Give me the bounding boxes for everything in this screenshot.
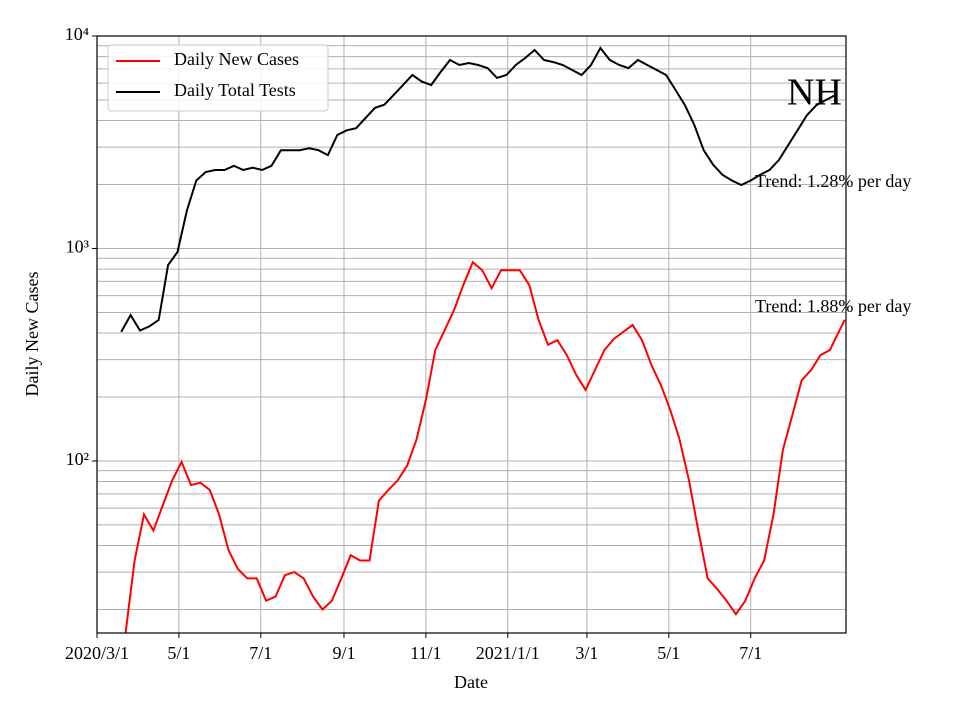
x-tick-label: 7/1 (249, 643, 272, 663)
legend-label: Daily Total Tests (174, 80, 296, 100)
data-line (124, 260, 846, 633)
legend-label: Daily New Cases (174, 49, 299, 69)
annotation: Trend: 1.28% per day (755, 171, 911, 191)
x-axis-label: Date (454, 672, 488, 692)
x-tick-label: 2021/1/1 (476, 643, 540, 663)
plot-area: NH (120, 46, 846, 633)
x-tick-label: 9/1 (332, 643, 355, 663)
plot-frame (96, 35, 847, 634)
x-tick-label: 5/1 (657, 643, 680, 663)
legend-box (107, 44, 329, 112)
x-tick-label: 7/1 (739, 643, 762, 663)
data-line (120, 46, 836, 333)
y-tick-label: 10³ (66, 237, 90, 257)
x-tick-label: 2020/3/1 (65, 643, 129, 663)
y-tick-label: 10² (66, 449, 89, 469)
annotation: Trend: 1.88% per day (755, 296, 911, 316)
annotation: NH (787, 72, 842, 114)
x-tick-label: 3/1 (575, 643, 598, 663)
y-tick-label: 10⁴ (65, 24, 89, 44)
y-axis-label: Daily New Cases (22, 272, 42, 397)
x-tick-label: 11/1 (410, 643, 441, 663)
x-tick-label: 5/1 (167, 643, 190, 663)
